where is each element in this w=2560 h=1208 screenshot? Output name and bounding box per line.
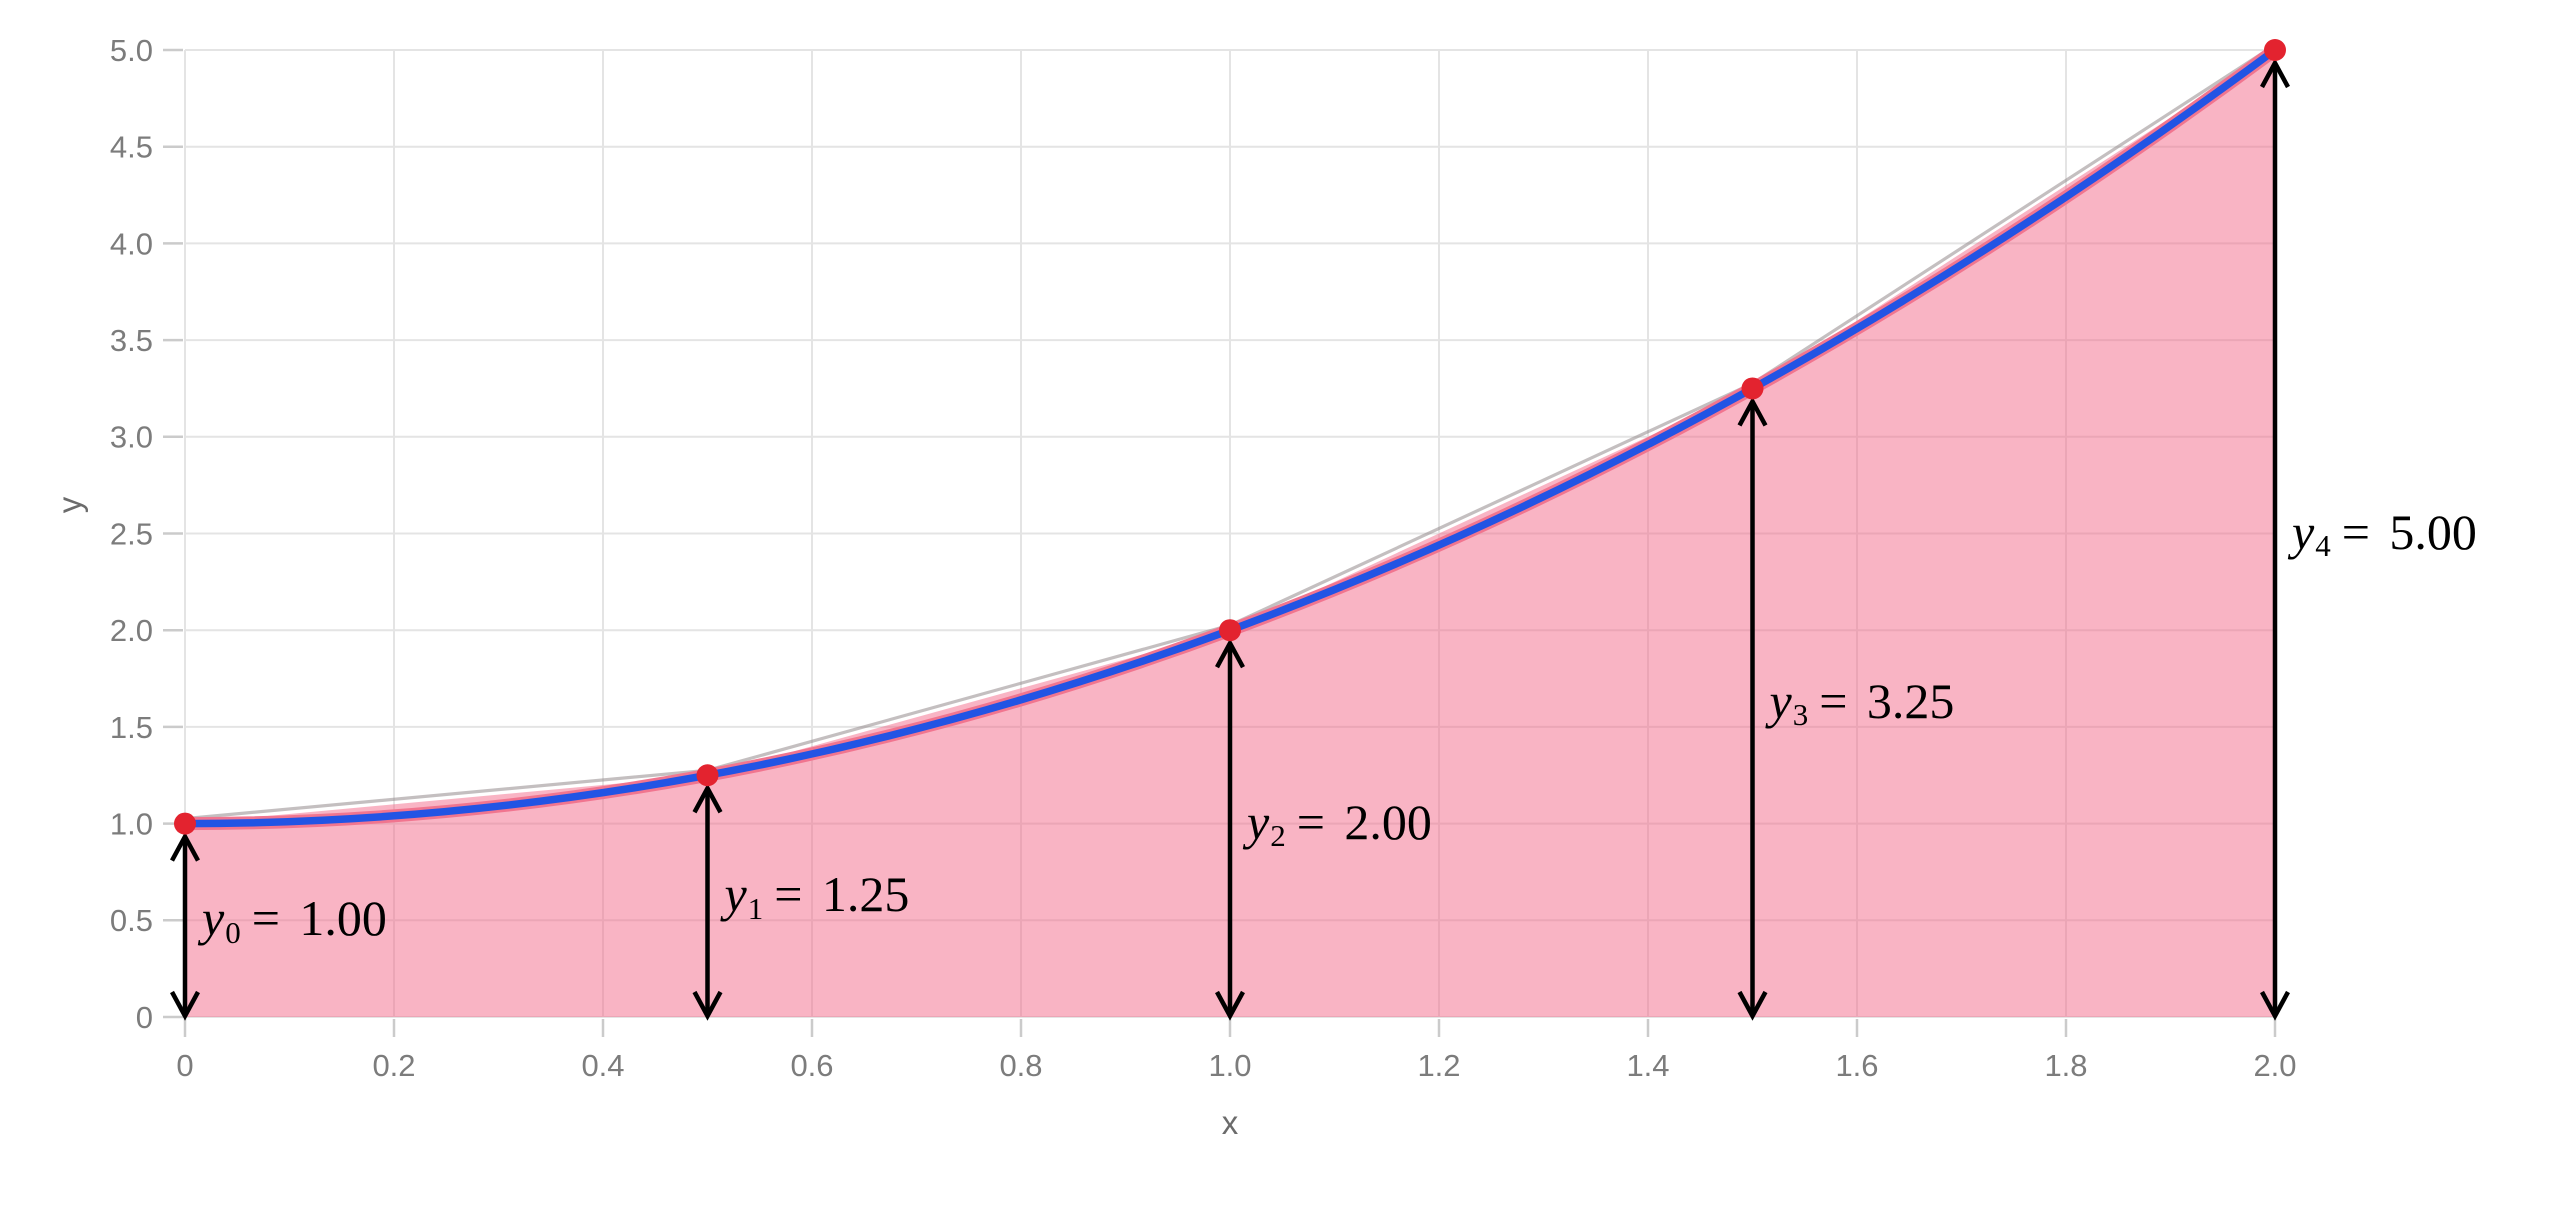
arrowhead-down-icon xyxy=(2260,990,2290,1021)
annotation-symbol: y xyxy=(202,890,225,947)
x-tick-label: 1.6 xyxy=(1835,1048,1878,1083)
annotation-subscript: 1 xyxy=(747,890,764,926)
arrowhead-up-icon xyxy=(1215,638,1245,669)
y-tick-label: 5.0 xyxy=(110,33,153,68)
arrowhead-up-icon xyxy=(2260,58,2290,89)
annotation-y0: y0 = 1.00 xyxy=(202,893,387,947)
y-tick-label: 2.5 xyxy=(110,516,153,551)
x-tick-label: 0.8 xyxy=(999,1048,1042,1083)
annotation-subscript: 3 xyxy=(1792,696,1809,732)
x-tick-label: 0.4 xyxy=(581,1048,624,1083)
y-axis-title: y xyxy=(51,496,88,514)
annotation-subscript: 0 xyxy=(225,914,241,950)
y-tick-label: 0.5 xyxy=(110,903,153,938)
annotation-value: = 1.00 xyxy=(251,890,387,947)
x-tick-label: 1.2 xyxy=(1417,1048,1460,1083)
annotation-value: = 1.25 xyxy=(774,865,910,922)
annotation-y2: y2 = 2.00 xyxy=(1247,796,1432,850)
y-tick-label: 4.0 xyxy=(110,226,153,261)
arrowhead-down-icon xyxy=(1737,990,1768,1021)
arrowhead-down-icon xyxy=(170,990,200,1021)
annotation-symbol: y xyxy=(1769,672,1792,729)
annotation-y3: y3 = 3.25 xyxy=(1770,676,1955,730)
x-tick-label: 2.0 xyxy=(2253,1048,2296,1083)
annotation-value: = 3.25 xyxy=(1819,672,1955,729)
annotation-subscript: 4 xyxy=(2315,527,2331,563)
y-tick-label: 4.5 xyxy=(110,130,153,165)
annotation-symbol: y xyxy=(1247,793,1270,850)
y-tick-label: 3.5 xyxy=(110,323,153,358)
x-tick-label: 1.4 xyxy=(1626,1048,1669,1083)
arrowhead-down-icon xyxy=(692,990,723,1021)
annotation-symbol: y xyxy=(724,865,747,922)
annotation-value: = 5.00 xyxy=(2341,503,2477,560)
annotation-y4: y4 = 5.00 xyxy=(2292,506,2477,560)
arrowhead-up-icon xyxy=(692,783,723,814)
x-tick-label: 0 xyxy=(176,1048,193,1083)
annotation-subscript: 2 xyxy=(1270,817,1286,853)
arrowhead-up-icon xyxy=(1737,396,1768,427)
annotation-symbol: y xyxy=(2292,503,2315,560)
data-point xyxy=(1219,619,1241,642)
y-tick-label: 1.5 xyxy=(110,710,153,745)
x-tick-label: 0.6 xyxy=(790,1048,833,1083)
annotation-value: = 2.00 xyxy=(1296,793,1432,850)
data-point xyxy=(2264,39,2286,61)
y-tick-label: 1.0 xyxy=(110,806,153,841)
arrowhead-down-icon xyxy=(1215,990,1245,1021)
y-tick-label: 0 xyxy=(136,1000,153,1035)
y-tick-label: 3.0 xyxy=(110,420,153,455)
y-tick-label: 2.0 xyxy=(110,613,153,648)
x-axis-title: x xyxy=(1221,1104,1239,1141)
x-tick-label: 0.2 xyxy=(372,1048,415,1083)
x-tick-label: 1.0 xyxy=(1208,1048,1251,1083)
data-point xyxy=(174,812,196,835)
arrowhead-up-icon xyxy=(170,831,200,862)
annotation-y1: y1 = 1.25 xyxy=(725,869,910,923)
x-tick-label: 1.8 xyxy=(2044,1048,2087,1083)
data-point xyxy=(1741,377,1764,400)
data-point xyxy=(696,764,719,787)
